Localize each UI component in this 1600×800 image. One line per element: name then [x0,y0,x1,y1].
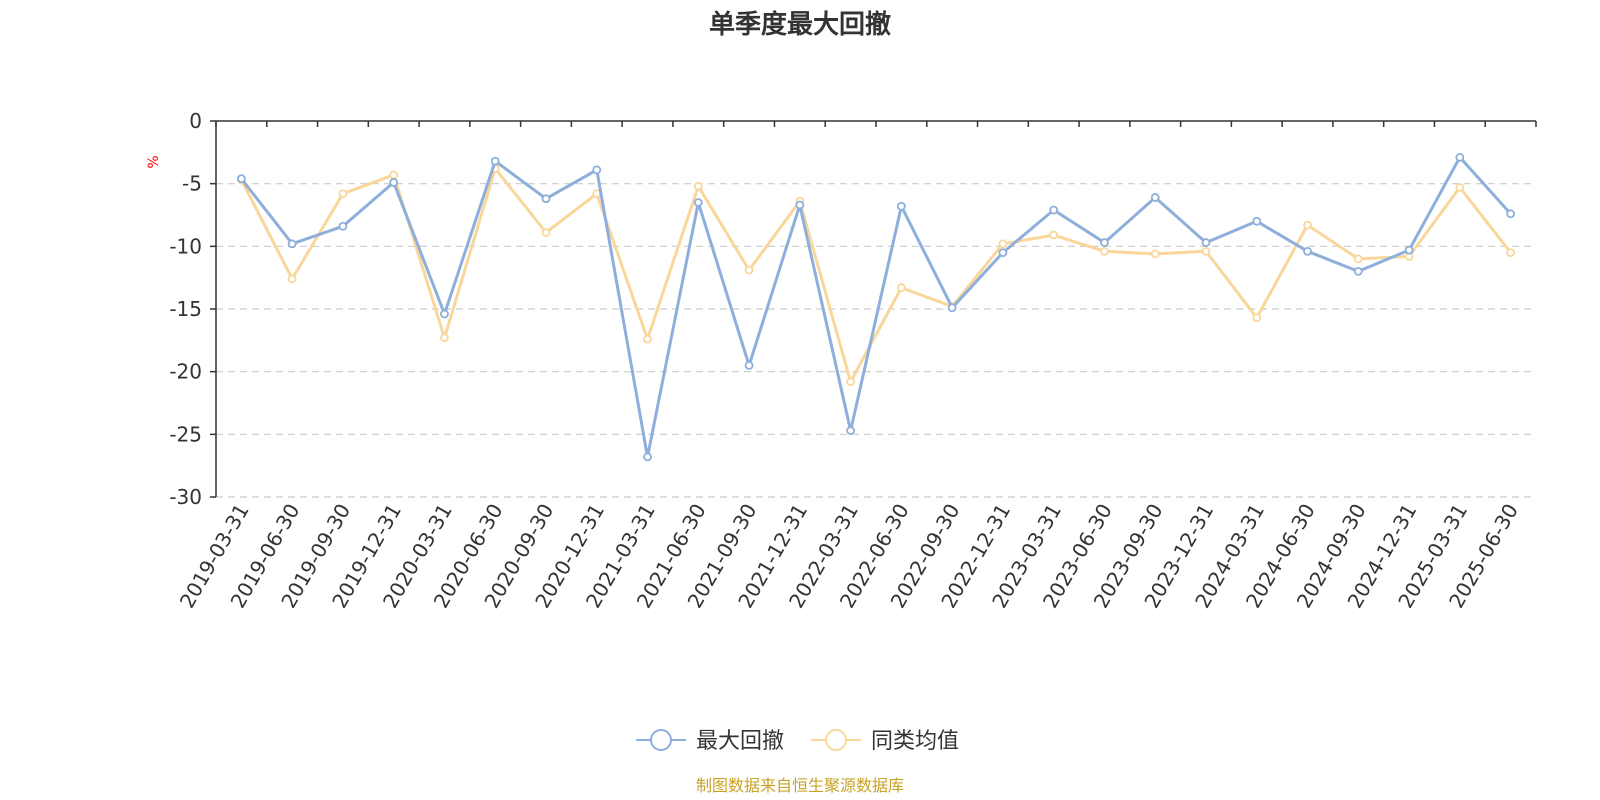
y-tick-label: -30 [169,485,202,509]
data-point [693,198,703,207]
legend-marker-icon [650,729,672,751]
data-source-note: 制图数据来自恒生聚源数据库 [696,776,904,795]
data-point [1252,313,1262,323]
y-tick-label: 0 [189,109,202,133]
legend-item-2[interactable]: 同类均值 [811,729,959,754]
gridlines [216,183,1536,498]
data-point [1201,246,1211,256]
data-point [440,309,449,319]
data-point [744,265,754,275]
legend[interactable]: 最大回撤 同类均值 [636,729,959,754]
data-point [287,274,297,284]
data-point [338,221,348,231]
y-tick-label: -25 [169,422,202,446]
data-point [236,174,246,184]
data-point [1201,238,1211,247]
data-point [287,239,297,249]
data-point [1455,183,1465,192]
series-line-1 [240,155,1512,459]
y-tick-label: -5 [182,172,202,196]
data-point [1303,220,1312,230]
data-point [1404,245,1414,255]
y-axis-unit: % [146,155,162,168]
data-point [947,303,957,313]
data-point [1252,216,1262,226]
legend-label: 同类均值 [871,729,959,754]
series-lines [236,152,1516,462]
data-point [998,248,1008,258]
data-point [1100,246,1109,256]
data-point [389,170,399,180]
data-point [1506,209,1516,219]
data-point [1353,266,1363,276]
data-point [541,194,551,204]
data-point [338,189,348,199]
data-point [693,181,703,191]
data-point [1049,230,1059,240]
data-point [1353,254,1363,264]
chart-title: 单季度最大回撤 [709,9,891,40]
data-point [998,239,1008,249]
y-tick-label: -10 [169,234,202,258]
data-point [592,165,602,175]
data-point [744,360,754,370]
data-point [1100,238,1109,247]
data-point [389,178,399,187]
y-tick-label: -20 [169,360,202,384]
data-point [846,377,856,387]
data-point [1049,205,1059,215]
data-point [1150,193,1160,202]
data-point [643,452,652,462]
legend-marker-icon [825,729,847,751]
data-point [440,333,449,343]
data-point [541,228,551,237]
legend-item-1[interactable]: 最大回撤 [636,729,784,754]
data-point [490,156,500,166]
data-point [643,334,652,344]
data-point [1303,246,1312,256]
data-point [795,200,805,210]
data-point [846,426,856,435]
series-line-2 [240,167,1512,384]
data-point [896,283,906,293]
data-point [896,201,906,211]
axes: 0-5-10-15-20-25-302019-03-312019-06-3020… [169,109,1537,612]
data-point [1455,152,1465,162]
data-point [1506,248,1516,258]
data-point [1150,249,1160,259]
legend-label: 最大回撤 [696,729,784,754]
y-tick-label: -15 [169,297,202,321]
